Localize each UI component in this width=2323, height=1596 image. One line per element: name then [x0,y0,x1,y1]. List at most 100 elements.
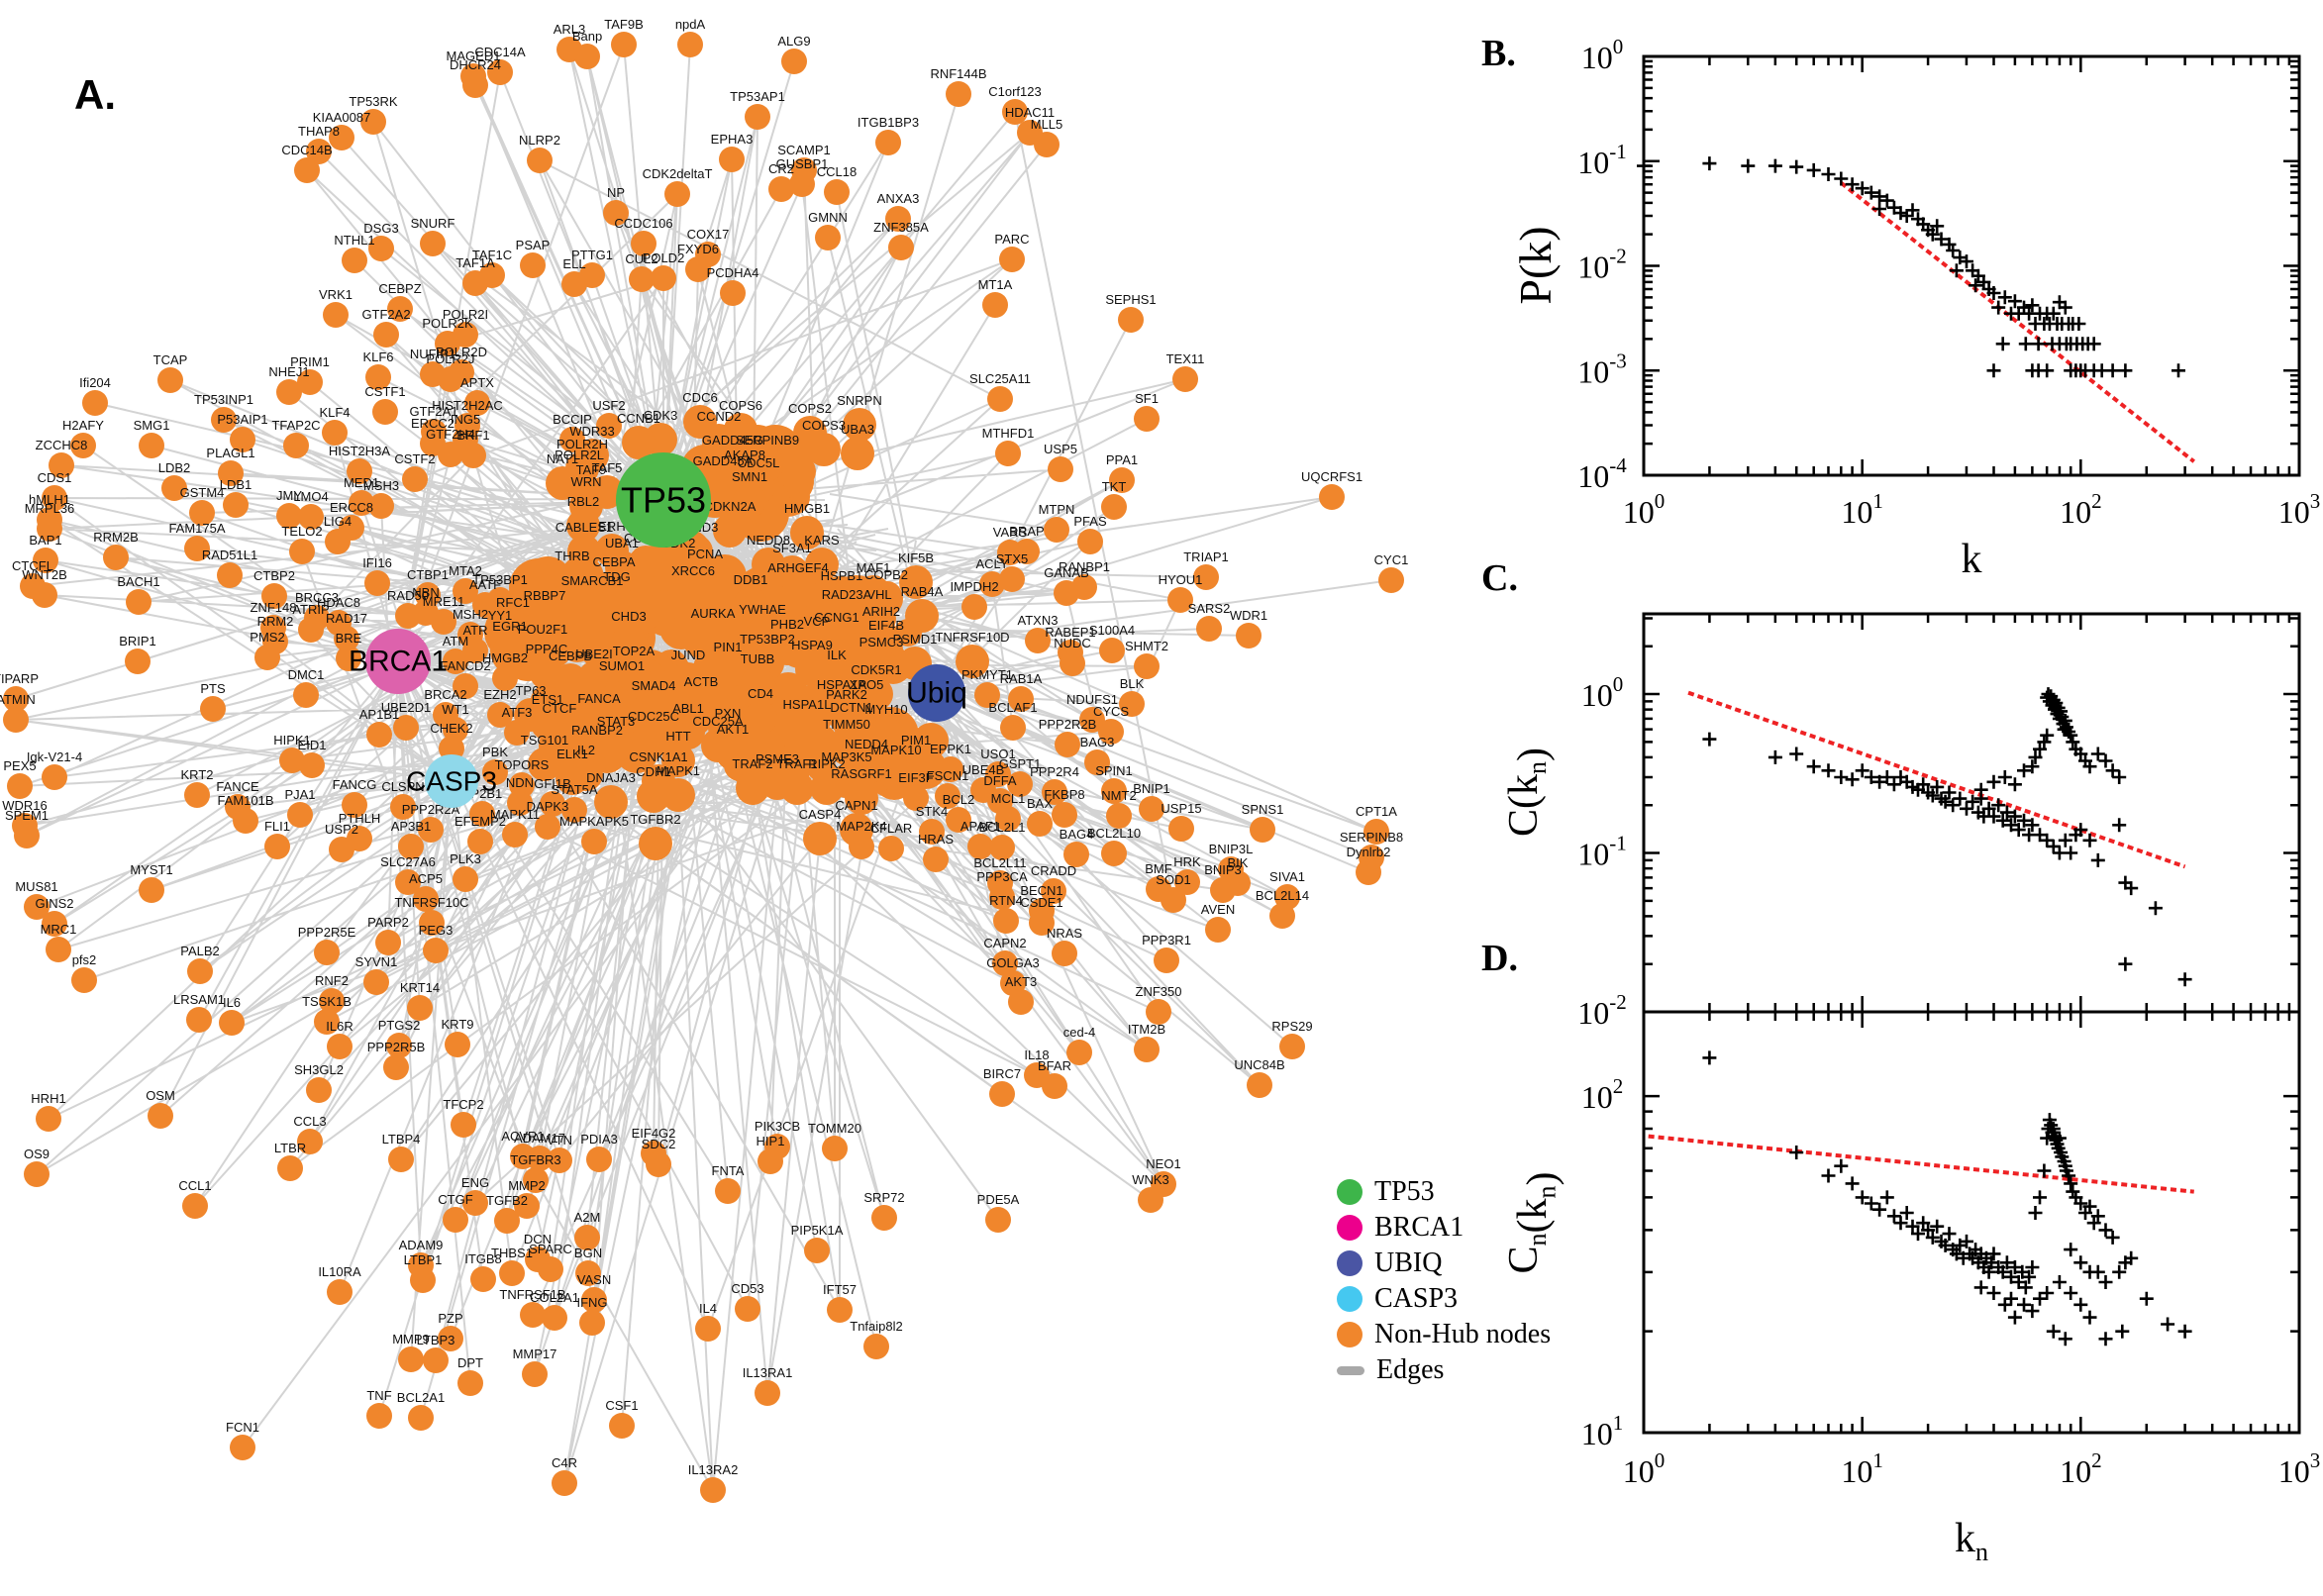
network-node [1168,816,1194,842]
network-node-label: TNFRSF1B [499,1287,565,1302]
network-node-label: BAG3 [1080,735,1115,749]
network-node [676,578,710,612]
network-node-label: TRIAP1 [1183,549,1229,564]
network-node-label: POLR2I [443,307,488,322]
network-node-label: PTS [200,681,226,696]
network-node [453,866,478,892]
network-node-label: GADD45G [702,433,763,448]
fit-line [1648,1134,2194,1194]
network-node-label: TELO2 [281,524,322,539]
network-node-label: NMT2 [1101,788,1136,803]
network-node-label: DHCR24 [450,57,501,72]
network-node [612,624,646,657]
network-node [661,550,695,584]
network-node [457,1370,483,1396]
x-tick-label: 101 [1841,489,1883,530]
network-node [32,582,57,608]
network-node-label: RBBP7 [524,588,566,603]
network-node [492,665,518,691]
network-node [1066,1040,1092,1065]
network-node-label: ZNF385A [873,220,929,235]
network-node-label: FSCN1 [927,768,969,783]
network-node-label: PCDHA4 [707,265,759,280]
network-node [368,493,394,519]
network-node [1048,456,1073,482]
network-node [314,940,340,965]
network-node [575,588,609,622]
network-node [24,894,50,920]
network-node-label: PIN1 [714,640,743,654]
network-node-label: AP3B1 [391,819,431,834]
network-node-label: ELK1 [556,747,588,761]
network-node [1044,517,1069,543]
network-node [720,280,746,306]
network-node-label: pfs2 [72,952,97,967]
network-node-label: PARK2 [826,687,867,702]
network-node [1319,484,1345,510]
network-node-label: TP53AP1 [730,89,785,104]
network-node-label: STAT3 [597,714,636,729]
network-node-label: MAF1 [857,560,891,575]
network-node-label: FCN1 [226,1420,259,1435]
network-node-label: TP53BP1 [472,572,528,587]
network-node [1356,859,1381,885]
network-node [995,806,1021,832]
network-node-label: EPHA3 [711,132,754,147]
node-swatch-icon [1337,1215,1363,1241]
network-node [157,367,183,393]
network-node-label: PSAP [516,238,551,252]
network-node-label: PBK [482,745,508,759]
network-node-label: LTBP3 [417,1333,455,1347]
legend-item-ubiq: UBIQ [1337,1246,1551,1281]
network-node [629,266,655,292]
network-node [347,826,372,851]
network-node-label: DPT [457,1355,483,1370]
network-node-label: C1orf123 [988,84,1041,99]
node-swatch-icon [1337,1250,1363,1276]
network-node-label: GADD45A [693,453,754,468]
network-node [719,147,745,172]
network-node-label: BCL2L14 [1256,888,1309,903]
network-node [1014,539,1040,564]
network-node-label: RAB4A [901,584,944,599]
network-node-label: ABL1 [672,701,704,716]
network-node-label: UBE2D1 [381,700,432,715]
network-node [879,757,913,791]
network-node-label: PPP2R2B [1039,717,1097,732]
network-node-label: COPB2 [864,567,908,582]
network-node-label: ATF3 [502,705,533,720]
network-node-label: RAD51L1 [202,548,257,562]
network-node [327,1034,353,1059]
network-node [276,379,302,405]
network-node-label: ITM2B [1128,1022,1165,1037]
network-node-label: CDKN2A [704,499,757,514]
network-node [211,407,237,433]
network-node-label: AURKA [691,606,736,621]
network-node-label: MUS81 [15,879,57,894]
network-node [487,702,513,728]
network-node-label: USP15 [1161,801,1201,816]
network-node-label: MAGED1 [447,49,501,63]
network-node-label: MAPK10 [870,743,921,757]
network-node-label: BRCA2 [424,687,466,702]
network-node [184,536,210,561]
x-tick-label: 101 [1841,1448,1883,1489]
network-node [989,1081,1015,1107]
network-node [764,1134,790,1159]
scatter-points [1637,156,2185,378]
network-node-label: CSNK1A1 [629,749,687,764]
network-node [790,712,824,746]
network-node-label: POLR2J [426,351,474,366]
network-node-label: CLSPN [381,779,424,794]
network-node-label: RNF2 [315,973,349,988]
network-node-label: EIF4B [868,618,904,633]
network-node [566,509,600,543]
network-node [1063,842,1089,867]
network-node-label: ACP5 [409,871,443,886]
network-node [161,475,187,501]
network-node [514,1193,540,1219]
network-node [390,794,416,820]
network-node-label: RFC1 [496,595,530,610]
